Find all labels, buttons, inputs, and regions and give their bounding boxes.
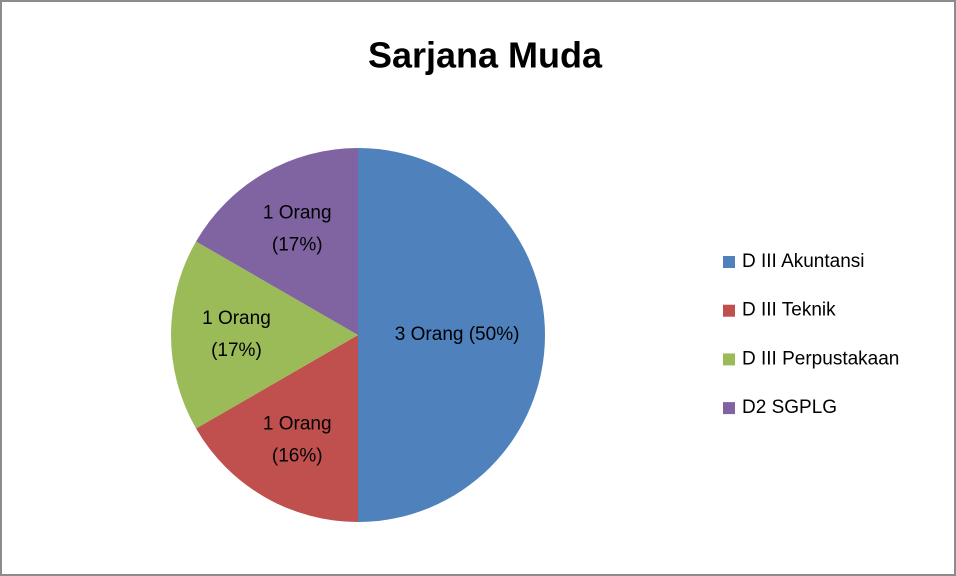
legend-label: D III Perpustakaan (742, 348, 899, 369)
legend-label: D2 SGPLG (742, 397, 837, 418)
legend-label: D III Teknik (742, 300, 836, 321)
legend-swatch (723, 256, 735, 268)
pie-slice (171, 241, 358, 429)
chart-title: Sarjana Muda (368, 35, 603, 76)
legend-swatch (723, 353, 735, 366)
legend-swatch (723, 304, 735, 317)
data-label: 1 Orang (17%) (263, 203, 332, 256)
data-label: 3 Orang (50%) (395, 324, 520, 345)
data-label: 1 Orang (16%) (263, 413, 332, 466)
pie-slice (358, 148, 545, 522)
pie-slice (196, 335, 358, 522)
legend-label: D III Akuntansi (742, 251, 865, 272)
data-label: 1 Orang (17%) (202, 308, 271, 361)
pie-slice (196, 148, 358, 335)
legend-swatch (723, 402, 735, 415)
